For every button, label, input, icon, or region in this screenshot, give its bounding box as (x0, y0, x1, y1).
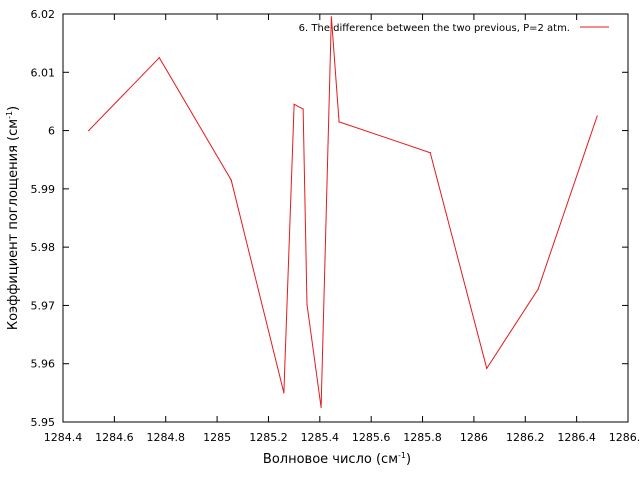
data-point (283, 392, 285, 394)
x-tick-label: 1284.6 (95, 431, 134, 444)
x-tick-label: 1286.2 (506, 431, 545, 444)
x-axis-label-sup: -1 (398, 451, 406, 460)
x-tick-label: 1284.8 (146, 431, 185, 444)
data-point (320, 406, 322, 409)
x-tick-label: 1285 (203, 431, 231, 444)
data-point (429, 152, 431, 154)
legend: 6. The difference between the two previo… (299, 23, 609, 34)
data-point (158, 57, 160, 59)
data-point (537, 288, 539, 290)
y-tick-label: 5.95 (31, 416, 56, 429)
x-tick-label: 1284.4 (44, 431, 83, 444)
x-tick-label: 1285.6 (352, 431, 391, 444)
data-point (302, 108, 304, 110)
plot-frame (62, 13, 629, 423)
data-point (338, 121, 340, 123)
y-tick-label: 6 (48, 125, 55, 138)
data-point (306, 303, 308, 305)
y-axis-label: Коэффициент поглощения (см-1) (5, 106, 21, 330)
data-point (330, 16, 332, 18)
y-tick-label: 6.02 (31, 8, 56, 21)
x-tick-label: 1286.4 (557, 431, 596, 444)
y-tick-label: 5.98 (31, 241, 56, 254)
x-tick-label: 1285.2 (249, 431, 288, 444)
y-tick-label: 5.99 (31, 183, 56, 196)
data-point (230, 179, 232, 181)
y-tick-label: 6.01 (31, 66, 56, 79)
axis-ticks (62, 13, 629, 423)
x-tick-label: 1286 (460, 431, 488, 444)
y-tick-label: 5.96 (31, 358, 56, 371)
series-line (88, 16, 598, 408)
series-layer (88, 16, 598, 409)
legend-label: 6. The difference between the two previo… (299, 23, 570, 34)
data-point (486, 367, 488, 369)
x-tick-label: 1285.4 (301, 431, 340, 444)
x-tick-label: 1285.8 (403, 431, 442, 444)
x-axis-label: Волновое число (см-1) (263, 451, 411, 467)
data-point (293, 103, 295, 105)
data-point (88, 129, 90, 132)
data-point (596, 115, 598, 117)
y-tick-label: 5.97 (31, 299, 56, 312)
x-tick-label: 1286.6 (609, 431, 640, 444)
y-axis-label-sup: -1 (5, 111, 14, 119)
axis-tick-labels: 1284.4 1284.6 1284.8 1285 1285.2 1285.4 1285.6… (31, 8, 640, 444)
